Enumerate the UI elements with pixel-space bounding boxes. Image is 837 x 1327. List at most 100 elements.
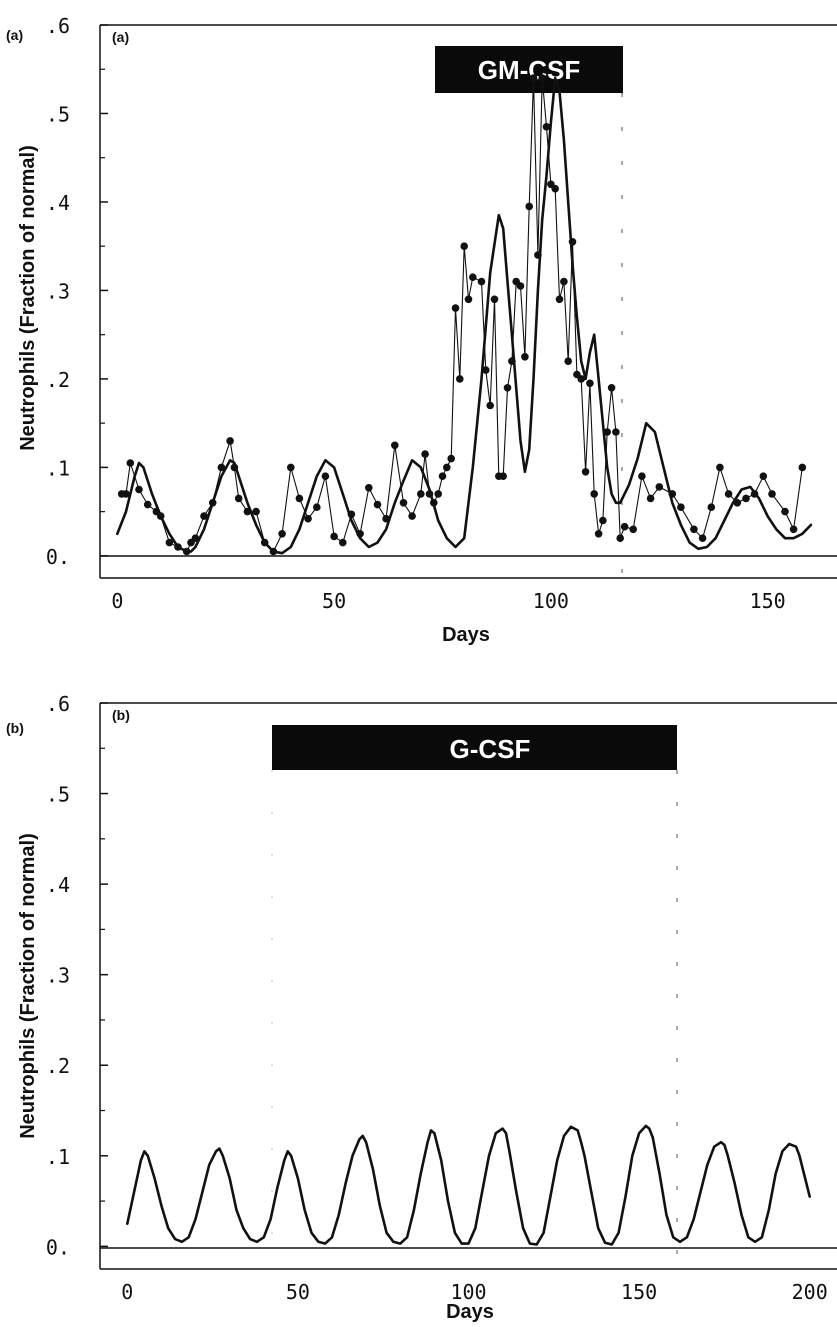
panel-a-data-point	[122, 490, 130, 498]
panel-a-data-point	[469, 273, 477, 282]
panel-a-data-point	[135, 485, 143, 494]
panel-a-data-point	[698, 534, 707, 542]
panel-a-data-point	[226, 437, 234, 445]
panel-b-plot-frame	[99, 702, 837, 1270]
panel-b-inner-label: (b)	[112, 707, 130, 723]
panel-a-data-point	[716, 463, 724, 472]
panel-a-y-tick-label: .6	[46, 14, 70, 38]
panel-a-data-point	[287, 463, 295, 472]
panel-a-data-point	[191, 534, 200, 542]
panel-a-y-tick-label: .5	[46, 102, 70, 126]
panel-a-plot-frame	[99, 24, 837, 579]
panel-a-data-point	[521, 353, 529, 361]
panel-a-data-point	[456, 375, 464, 383]
panel-a-data-point	[460, 242, 469, 250]
panel-a-data-point	[655, 483, 664, 491]
panel-b-x-tick-label: 0	[121, 1280, 133, 1304]
panel-a-data-point	[612, 428, 620, 436]
panel-a-data-point	[278, 530, 286, 538]
panel-a-data-point	[499, 472, 508, 481]
panel-a-x-tick-label: 100	[533, 589, 569, 613]
panel-a-data-point	[486, 401, 495, 410]
panel-a-y-tick-label: .3	[46, 279, 70, 303]
panel-a-data-point	[677, 503, 685, 512]
panel-a-data-point	[126, 459, 135, 467]
panel-a: (a) (a) GM-CSF 0..1.2.3.4.5.6 0 50 100 150 …	[6, 14, 837, 646]
panel-b-series	[126, 1124, 811, 1246]
panel-a-data-point	[759, 472, 768, 481]
panel-a-data-point	[295, 494, 304, 503]
panel-a-data-point	[503, 384, 512, 392]
panel-a-data-point	[616, 534, 624, 542]
panel-a-data-point	[143, 500, 152, 509]
panel-b-x-tick-label: 100	[450, 1280, 486, 1304]
panel-b-y-tick-label: .1	[46, 1145, 70, 1169]
panel-a-data-point	[599, 516, 607, 525]
panel-a-data-point	[482, 366, 490, 374]
panel-a-x-axis: 0 50 100 150	[111, 589, 785, 613]
panel-a-treatment-bar	[435, 46, 623, 93]
panel-a-data-point	[525, 202, 533, 211]
panel-a-y-tick-label: .2	[46, 368, 70, 392]
panel-a-y-axis: 0. .1 .2 .3 .4 .5 .6	[46, 14, 108, 569]
panel-a-data-point	[789, 525, 798, 534]
panel-b-treatment-bar	[272, 725, 677, 770]
panel-a-data-point	[321, 472, 330, 481]
panel-b-model-curve	[126, 1124, 811, 1246]
panel-a-outer-label: (a)	[6, 27, 23, 43]
panel-a-data-point	[529, 74, 538, 82]
panel-a-data-point	[330, 532, 338, 541]
panel-a-data-point	[200, 512, 208, 520]
panel-a-data-point	[538, 74, 546, 82]
panel-a-data-point	[304, 514, 312, 523]
panel-a-data-point	[555, 295, 564, 304]
panel-a-data-point	[313, 503, 321, 512]
panel-a-data-point	[438, 472, 447, 481]
panel-a-data-point	[551, 184, 559, 193]
panel-a-data-point	[542, 123, 551, 131]
panel-b-y-tick-label: 0.	[46, 1235, 70, 1259]
panel-a-data-point	[234, 494, 243, 503]
panel-b-x-label: Days	[446, 1301, 494, 1323]
panel-a-data-point	[490, 295, 499, 304]
panel-a-data-point	[590, 490, 598, 498]
panel-a-data-point	[451, 304, 460, 312]
panel-b-x-axis: 0 50 100 150 200	[121, 1280, 827, 1304]
panel-a-data-point	[464, 295, 473, 304]
panel-a-y-label: Neutrophils (Fraction of normal)	[17, 145, 39, 451]
panel-a-data-point	[594, 530, 603, 538]
panel-b-y-tick-label: .4	[46, 873, 70, 897]
panel-b-treatment-label: G-CSF	[450, 734, 531, 764]
panel-a-data-point	[560, 277, 568, 286]
panel-a-data-point	[768, 490, 776, 498]
panel-a-data-point	[408, 512, 416, 520]
panel-a-data-point	[581, 468, 590, 476]
panel-b-y-label: Neutrophils (Fraction of normal)	[17, 833, 39, 1139]
panel-a-x-tick-label: 150	[750, 589, 786, 613]
panel-b-y-tick-label: .3	[46, 964, 70, 988]
panel-a-data-point	[421, 450, 429, 458]
panel-a-x-label: Days	[442, 624, 490, 646]
panel-a-data-point	[781, 507, 789, 516]
panel-b: (b) (b) G-CSF 0. .1 .2 .3 .4 .5 .6 0 50 100 150 20…	[6, 692, 837, 1323]
panel-a-data-point	[417, 490, 425, 498]
panel-a-x-tick-label: 0	[111, 589, 123, 613]
panel-a-treatment-label: GM-CSF	[478, 55, 581, 85]
panel-b-outer-label: (b)	[6, 720, 24, 736]
panel-a-data-point	[646, 494, 655, 503]
panel-a-data-point	[443, 463, 451, 472]
panel-b-y-tick-label: .5	[46, 783, 70, 807]
panel-a-series	[116, 74, 813, 556]
panel-a-data-point	[516, 282, 525, 290]
panel-a-data-point	[707, 503, 716, 512]
panel-a-y-tick-label: .4	[46, 191, 70, 215]
panel-a-data-point	[586, 379, 594, 388]
panel-a-data-point	[607, 384, 616, 392]
panel-a-data-point	[690, 525, 698, 534]
panel-a-data-point	[339, 538, 347, 547]
panel-a-data-point	[252, 507, 260, 516]
panel-b-x-tick-label: 150	[621, 1280, 657, 1304]
panel-a-data-point	[629, 525, 637, 534]
